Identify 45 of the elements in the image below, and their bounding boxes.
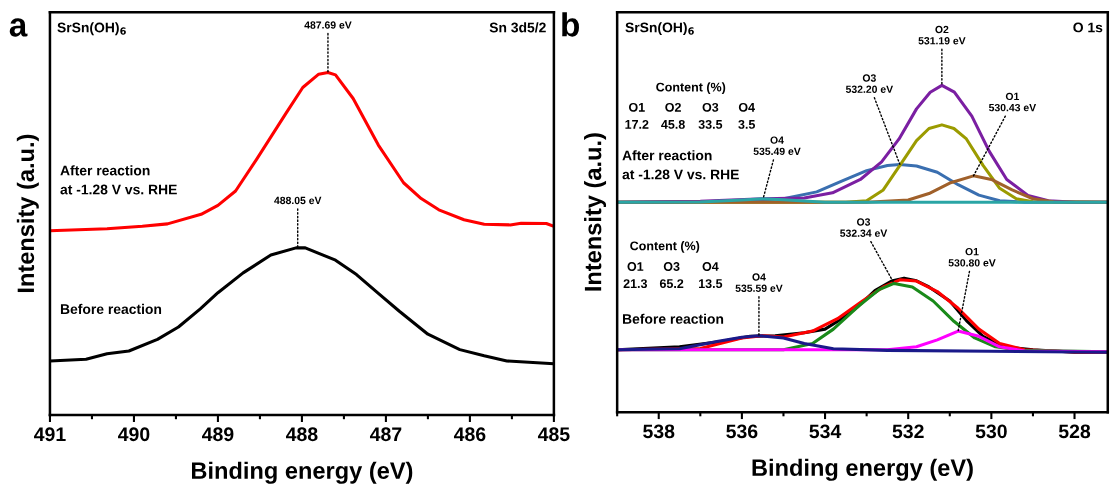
annotation: O4 13.5 <box>699 262 723 289</box>
text: SrSn(OH)$_{6}$ <box>625 22 694 36</box>
x-tick-label: 530 <box>975 424 1007 439</box>
annotation: O1 21.3 <box>623 262 648 289</box>
annotation: O1 530.80 eV <box>948 247 996 267</box>
x-tick-label: 487 <box>369 427 402 442</box>
x-tick-label: 490 <box>118 427 150 442</box>
y-axis-title: Intensity (a.u.) <box>584 133 607 291</box>
annotation: Content (%) <box>630 241 700 253</box>
x-tick-label: 538 <box>643 424 675 439</box>
annotation: O3 65.2 <box>659 262 684 289</box>
chart-title: a <box>9 18 28 37</box>
annotation: Before reaction <box>623 313 724 324</box>
annotation: O4 3.5 <box>738 102 756 129</box>
annotation: O2 531.19 eV <box>918 25 966 45</box>
text: SrSn(OH)$_{6}$ <box>57 22 126 36</box>
text: O 1s <box>1073 22 1103 33</box>
text: Sn 3d5/2 <box>489 22 546 33</box>
annotation: 488.05 eV <box>274 196 322 205</box>
annotation: Before reaction <box>60 303 162 315</box>
x-tick-label: 486 <box>453 427 486 442</box>
x-axis-title: Binding energy (eV) <box>752 458 973 481</box>
chart-title: b <box>562 12 579 37</box>
annotation: O3 532.20 eV <box>845 74 894 93</box>
annotation: O1 17.2 <box>625 102 649 129</box>
x-tick-label: 528 <box>1058 424 1091 439</box>
annotation: After reaction at -1.28 V vs. RHE <box>622 150 739 180</box>
annotation: O4 535.59 eV <box>735 273 783 292</box>
annotation: After reaction at -1.28 V vs. RHE <box>60 165 177 195</box>
x-tick-label: 532 <box>892 424 924 439</box>
x-tick-label: 489 <box>202 427 234 442</box>
annotation: O1 530.43 eV <box>988 92 1037 112</box>
x-axis-title: Binding energy (eV) <box>192 461 413 484</box>
annotation: 487.69 eV <box>304 21 352 29</box>
y-axis-title: Intensity (a.u.) <box>16 134 39 293</box>
x-tick-label: 485 <box>537 427 570 442</box>
annotation: O3 33.5 <box>698 102 723 129</box>
annotation: O4 535.49 eV <box>753 136 801 156</box>
annotation: O3 532.34 eV <box>840 218 888 237</box>
annotation: Content (%) <box>656 82 726 94</box>
x-tick-label: 534 <box>809 424 842 439</box>
annotation: O2 45.8 <box>661 102 685 129</box>
x-tick-label: 488 <box>286 427 318 442</box>
x-tick-label: 536 <box>726 424 758 439</box>
x-tick-label: 491 <box>34 427 66 442</box>
